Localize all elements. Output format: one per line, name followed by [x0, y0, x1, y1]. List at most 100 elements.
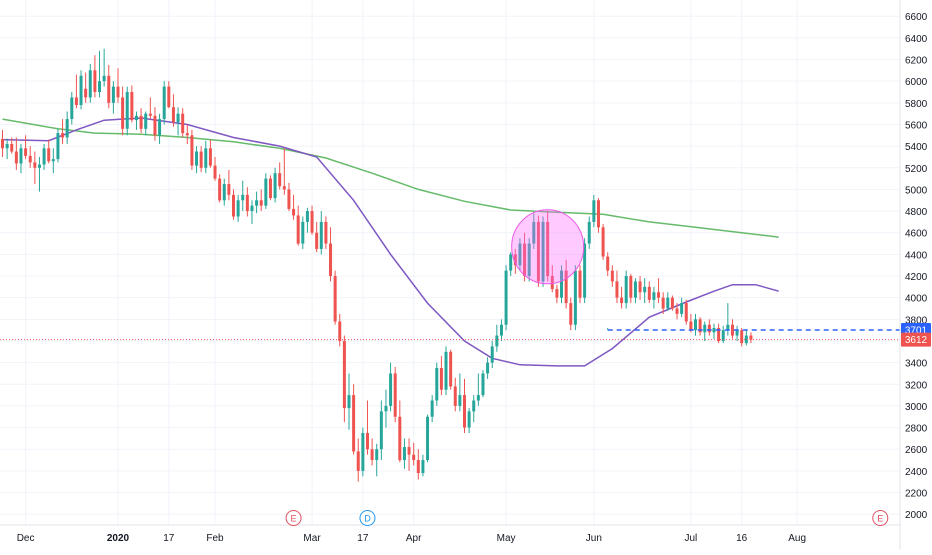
candle-body — [384, 405, 388, 412]
candle-body — [241, 194, 245, 201]
candle-body — [310, 211, 314, 233]
candle-body — [1, 139, 4, 149]
candle-body — [744, 335, 748, 344]
candle-body — [245, 194, 249, 212]
y-tick-label: 3200 — [905, 380, 928, 391]
candle-body — [204, 148, 208, 168]
y-tick-label: 2400 — [905, 467, 928, 478]
candle-body — [694, 319, 697, 331]
candle-body — [393, 373, 397, 417]
y-tick-label: 2200 — [905, 489, 928, 500]
candle-body — [268, 178, 272, 199]
candle-body — [638, 281, 642, 293]
candle-body — [435, 368, 439, 401]
candle-body — [74, 97, 78, 105]
candle-body — [398, 416, 402, 461]
candle-body — [42, 148, 46, 165]
x-tick-label: 17 — [163, 533, 175, 544]
candle-body — [199, 151, 203, 168]
moving-average-lines — [2, 117, 779, 367]
candle-body — [680, 303, 684, 314]
candle-body — [98, 81, 102, 93]
candle-body — [698, 319, 702, 333]
candle-body — [532, 221, 536, 244]
ma-long-line — [2, 118, 779, 238]
candle-body — [481, 373, 485, 396]
candle-body — [689, 321, 693, 331]
candle-body — [319, 221, 323, 249]
candle-body — [134, 115, 138, 121]
candle-body — [329, 243, 333, 277]
marked-level-label: 3701 — [905, 326, 928, 337]
candle-body — [347, 395, 351, 409]
current-price-label: 3612 — [905, 335, 928, 346]
candle-body — [449, 351, 453, 387]
candle-body — [610, 270, 614, 282]
earnings-marker[interactable] — [872, 510, 889, 526]
candle-body — [65, 119, 69, 138]
y-tick-label: 3400 — [905, 359, 928, 370]
x-tick-label: Apr — [406, 533, 422, 544]
candle-body — [453, 386, 457, 406]
candle-body — [412, 454, 416, 461]
x-tick-label: May — [497, 533, 516, 544]
candle-body — [523, 243, 527, 277]
candle-body — [33, 162, 37, 168]
x-tick-label: Dec — [17, 533, 35, 544]
candle-body — [587, 221, 591, 244]
candle-body — [282, 186, 286, 190]
candle-body — [162, 86, 166, 120]
grid — [0, 0, 900, 525]
candle-body — [222, 184, 226, 201]
candle-body — [213, 165, 217, 179]
y-tick-label: 4000 — [905, 294, 928, 305]
candle-body — [421, 460, 425, 474]
candle-body — [583, 243, 587, 298]
candle-body — [389, 373, 393, 406]
candle-body — [144, 113, 148, 129]
candle-body — [661, 297, 665, 309]
candle-body — [444, 351, 448, 390]
candle-body — [208, 148, 212, 166]
candle-body — [730, 324, 734, 336]
candle-body — [195, 151, 199, 166]
candle-body — [749, 335, 753, 340]
candle-body — [273, 173, 277, 199]
earnings-marker[interactable] — [285, 510, 302, 526]
candle-body — [292, 208, 296, 216]
candle-body — [250, 205, 254, 212]
dividend-marker[interactable] — [359, 510, 376, 526]
y-tick-label: 5800 — [905, 99, 928, 110]
y-tick-label: 3800 — [905, 315, 928, 326]
candle-body — [171, 107, 175, 123]
candle-body — [93, 70, 97, 93]
y-tick-label: 3000 — [905, 402, 928, 413]
candle-body — [102, 75, 106, 82]
candle-body — [51, 159, 55, 162]
candle-body — [375, 449, 379, 461]
candle-body — [107, 75, 111, 103]
candle-body — [416, 460, 420, 474]
candle-body — [402, 447, 406, 461]
candle-body — [148, 113, 152, 116]
candle-body — [37, 164, 41, 168]
candle-body — [467, 411, 471, 428]
candle-body — [712, 327, 716, 333]
candle-body — [379, 411, 383, 450]
candle-body — [606, 256, 610, 271]
y-tick-label: 4400 — [905, 250, 928, 261]
highlight-circle — [511, 209, 585, 285]
candle-body — [504, 270, 508, 325]
candle-body — [541, 221, 545, 282]
candle-body — [463, 395, 466, 428]
candle-body — [342, 340, 346, 409]
candle-body — [740, 330, 744, 344]
y-tick-label: 5600 — [905, 120, 928, 131]
candle-body — [264, 178, 268, 206]
candle-body — [652, 292, 656, 300]
candle-body — [139, 115, 143, 129]
